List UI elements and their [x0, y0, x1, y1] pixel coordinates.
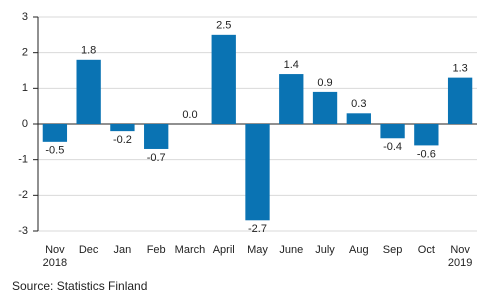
y-tick-label: 3: [22, 11, 28, 23]
y-tick-label: 1: [22, 82, 28, 94]
bar: [447, 77, 473, 124]
data-label: -0.4: [383, 141, 402, 153]
data-label: 1.4: [284, 59, 299, 71]
bar: [42, 124, 68, 142]
data-label: -0.5: [45, 145, 64, 157]
x-tick-label: Oct: [418, 244, 435, 256]
x-tick-label: Sep: [383, 244, 403, 256]
data-label: -0.6: [417, 148, 436, 160]
data-label: -2.7: [248, 223, 267, 235]
x-tick-label: Nov 2019: [448, 244, 472, 269]
data-label: 0.0: [182, 109, 197, 121]
bar: [245, 124, 270, 221]
bar: [211, 34, 236, 125]
data-label: 1.8: [81, 45, 96, 57]
x-tick-label: April: [213, 244, 235, 256]
x-tick-label: Jan: [114, 244, 132, 256]
bar: [414, 124, 439, 146]
x-tick-label: Nov 2018: [43, 244, 67, 269]
x-tick-label: March: [175, 244, 206, 256]
y-tick-label: -2: [18, 189, 28, 201]
bar: [76, 59, 101, 124]
bar: [144, 124, 169, 149]
data-label: 2.5: [216, 20, 231, 32]
x-tick-label: Dec: [79, 244, 99, 256]
source-note: Source: Statistics Finland: [12, 279, 147, 293]
x-tick-label: Feb: [147, 244, 166, 256]
x-tick-label: July: [315, 244, 335, 256]
y-tick-label: -1: [18, 154, 28, 166]
y-tick-label: 0: [22, 118, 28, 130]
bar: [346, 113, 371, 124]
data-label: -0.2: [113, 134, 132, 146]
data-label: -0.7: [147, 152, 166, 164]
bar: [110, 124, 135, 132]
y-tick-label: 2: [22, 47, 28, 59]
bar: [380, 124, 405, 139]
data-label: 0.3: [351, 98, 366, 110]
y-tick-label: -3: [18, 225, 28, 237]
data-label: 0.9: [317, 77, 332, 89]
x-tick-label: Aug: [349, 244, 369, 256]
bar: [279, 74, 304, 124]
bar: [312, 91, 338, 124]
data-label: 1.3: [452, 63, 467, 75]
x-tick-label: May: [247, 244, 268, 256]
x-tick-label: June: [279, 244, 303, 256]
